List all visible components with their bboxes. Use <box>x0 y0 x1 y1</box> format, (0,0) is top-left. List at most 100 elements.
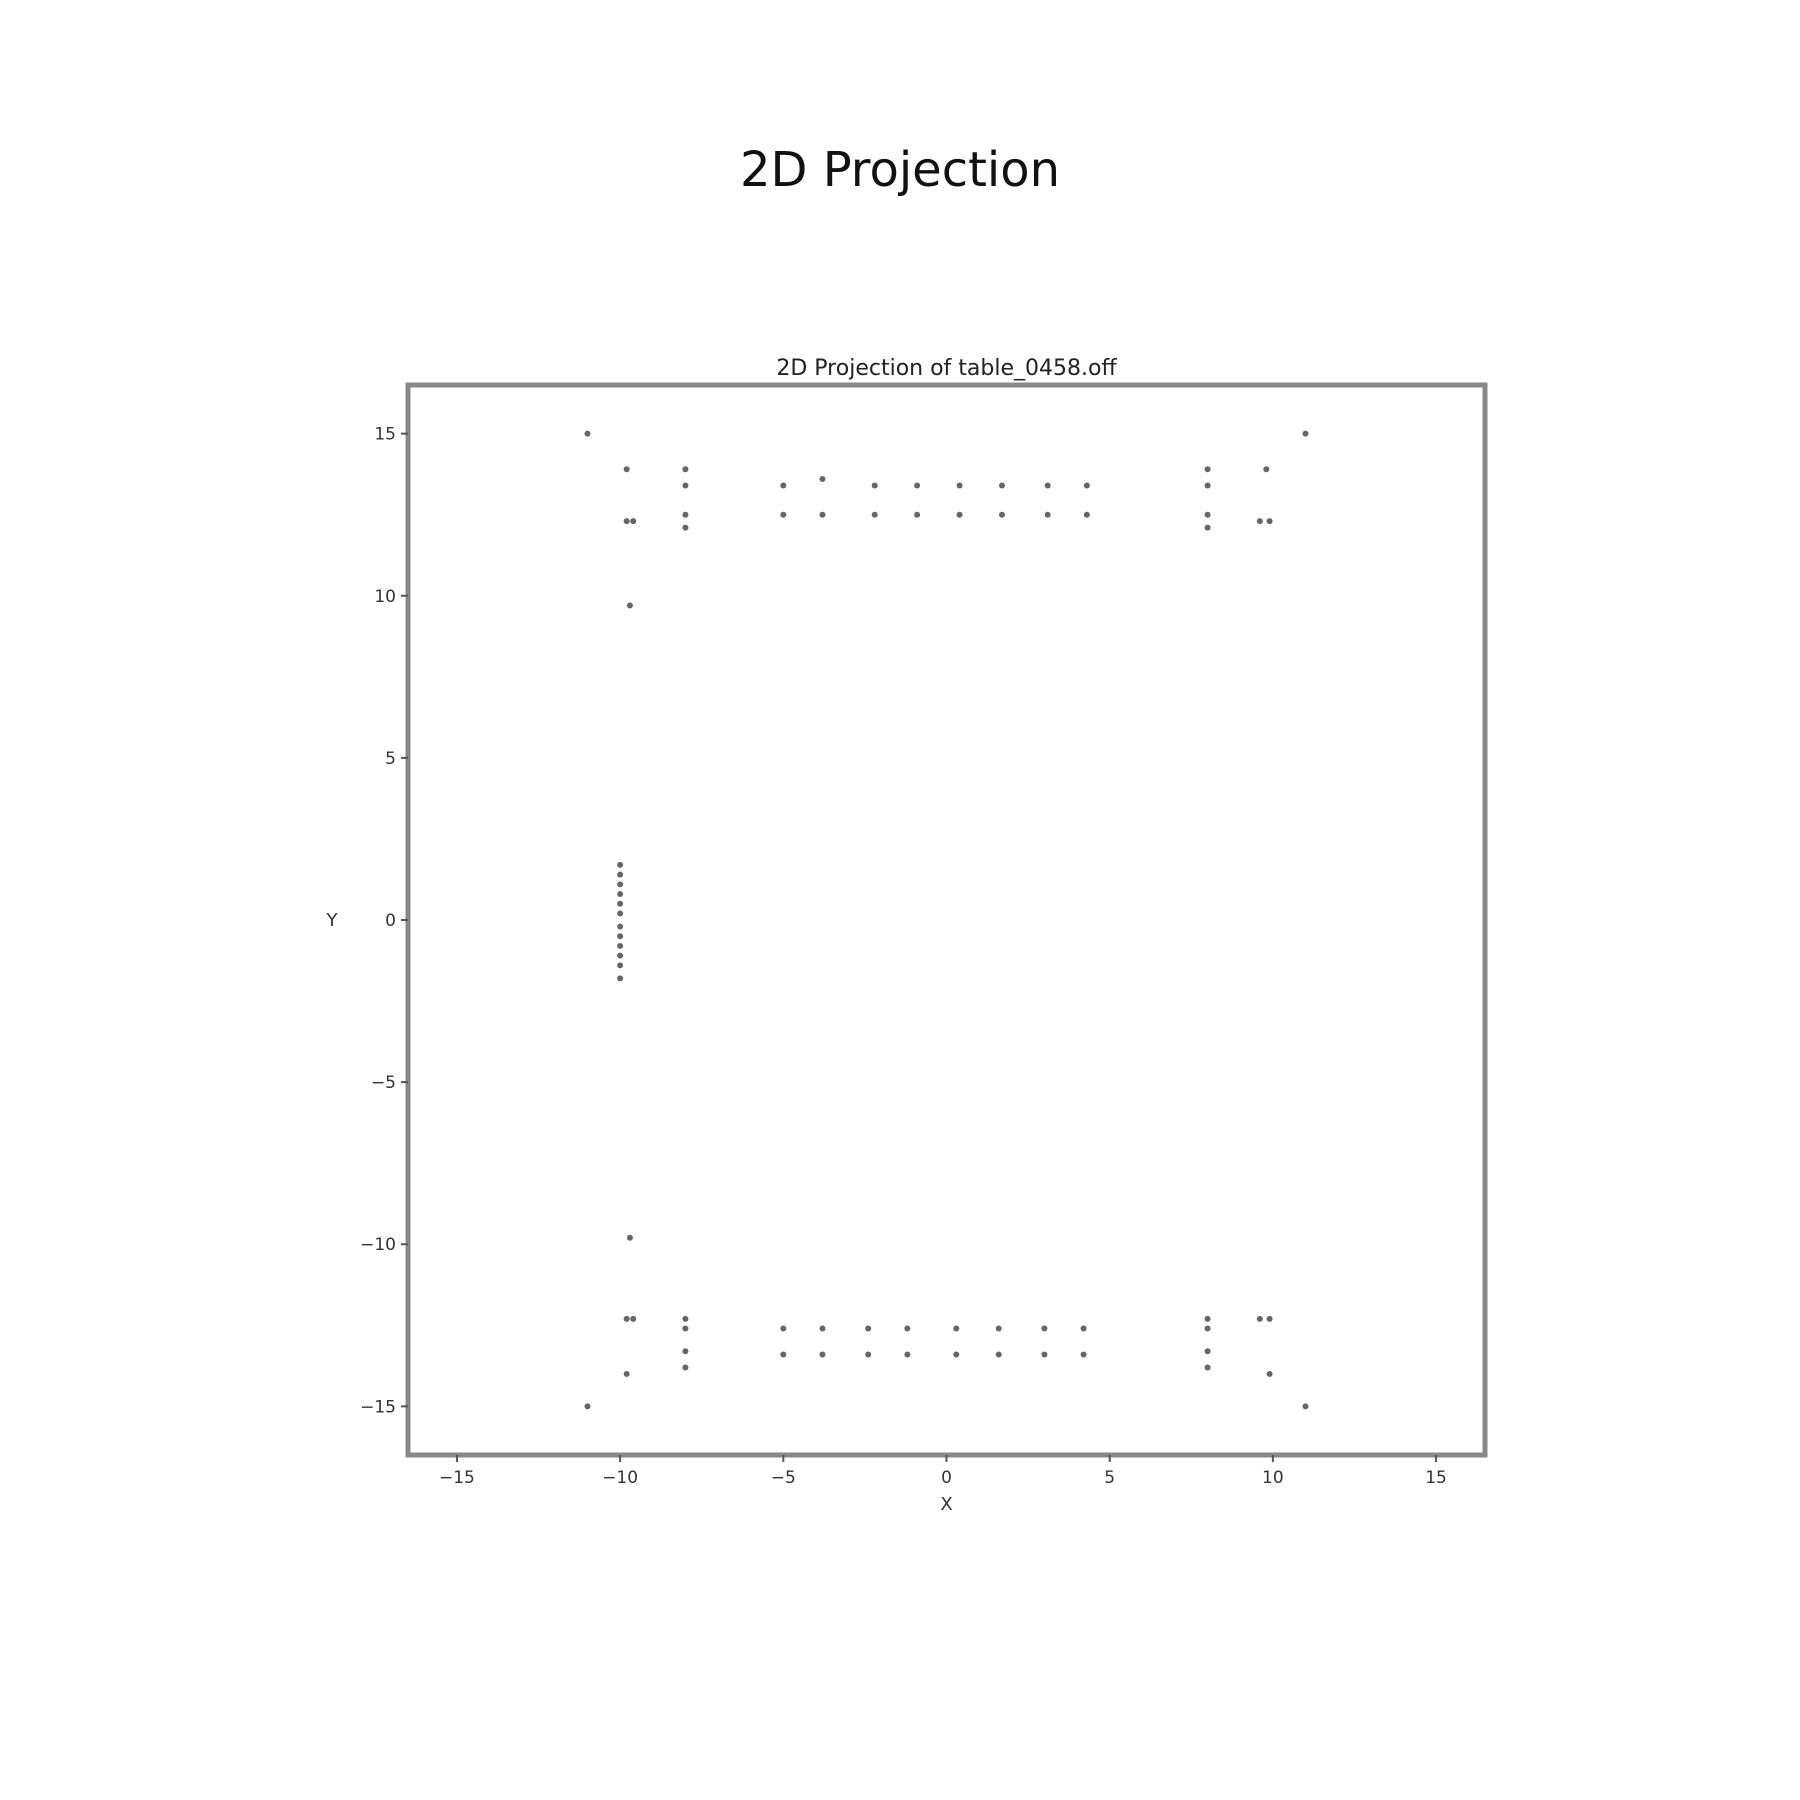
scatter-point <box>584 430 591 437</box>
scatter-point <box>617 861 624 868</box>
y-tick-label: 0 <box>385 911 396 931</box>
y-tick-label: 15 <box>374 425 396 445</box>
scatter-point <box>819 476 826 483</box>
scatter-point <box>623 1370 630 1377</box>
scatter-point <box>1266 1370 1273 1377</box>
x-tick-label: 0 <box>941 1468 952 1488</box>
scatter-point <box>1204 466 1211 473</box>
scatter-point <box>617 933 624 940</box>
scatter-point <box>1080 1325 1087 1332</box>
scatter-point <box>1041 1325 1048 1332</box>
scatter-point <box>617 910 624 917</box>
scatter-point <box>780 511 787 518</box>
scatter-point <box>617 952 624 959</box>
scatter-point <box>904 1351 911 1358</box>
scatter-point <box>1204 1364 1211 1371</box>
scatter-point <box>956 511 963 518</box>
scatter-point <box>584 1403 591 1410</box>
scatter-point <box>617 871 624 878</box>
scatter-point <box>995 1325 1002 1332</box>
scatter-point <box>953 1351 960 1358</box>
y-tick-label: 5 <box>385 749 396 769</box>
scatter-point <box>1083 482 1090 489</box>
scatter-point <box>865 1351 872 1358</box>
scatter-point <box>1302 430 1309 437</box>
x-axis-label: X <box>940 1494 952 1515</box>
scatter-point <box>871 482 878 489</box>
scatter-point <box>1204 1348 1211 1355</box>
scatter-point <box>617 942 624 949</box>
scatter-point <box>617 975 624 982</box>
scatter-point <box>780 1351 787 1358</box>
scatter-point <box>1204 482 1211 489</box>
scatter-point <box>617 900 624 907</box>
scatter-point <box>626 1234 633 1241</box>
scatter-point <box>1256 1315 1263 1322</box>
scatter-point <box>1044 482 1051 489</box>
scatter-point <box>623 518 630 525</box>
scatter-point <box>998 511 1005 518</box>
scatter-point <box>1204 511 1211 518</box>
scatter-point <box>682 1325 689 1332</box>
plot-title: 2D Projection of table_0458.off <box>776 356 1117 381</box>
scatter-point <box>682 511 689 518</box>
scatter-point <box>630 1315 637 1322</box>
scatter-point <box>617 962 624 969</box>
scatter-point <box>1302 1403 1309 1410</box>
scatter-point <box>1044 511 1051 518</box>
scatter-point <box>1083 511 1090 518</box>
y-tick-label: −5 <box>371 1073 396 1093</box>
figure-title: 2D Projection <box>739 142 1061 198</box>
scatter-point <box>617 891 624 898</box>
scatter-point <box>780 1325 787 1332</box>
scatter-point <box>1204 1315 1211 1322</box>
scatter-point <box>626 602 633 609</box>
scatter-point <box>682 1348 689 1355</box>
x-tick-label: 15 <box>1425 1468 1447 1488</box>
scatter-point <box>1266 1315 1273 1322</box>
y-axis: −15 −10 −5 0 5 10 15 <box>360 425 408 1417</box>
x-axis: −15 −10 −5 0 5 10 15 <box>439 1455 1447 1488</box>
y-tick-label: −10 <box>360 1235 396 1255</box>
scatter-point <box>682 1315 689 1322</box>
y-tick-label: 10 <box>374 587 396 607</box>
scatter-point <box>914 511 921 518</box>
x-tick-label: 5 <box>1104 1468 1115 1488</box>
scatter-point <box>682 1364 689 1371</box>
y-axis-label: Y <box>326 910 339 931</box>
scatter-point <box>953 1325 960 1332</box>
scatter-point <box>1204 524 1211 531</box>
scatter-point <box>682 524 689 531</box>
scatter-point <box>1266 518 1273 525</box>
scatter-point <box>682 466 689 473</box>
scatter-point <box>998 482 1005 489</box>
scatter-point <box>617 881 624 888</box>
scatter-point <box>819 1325 826 1332</box>
scatter-point <box>865 1325 872 1332</box>
scatter-point <box>1080 1351 1087 1358</box>
scatter-point <box>914 482 921 489</box>
scatter-point <box>630 518 637 525</box>
scatter-point <box>623 466 630 473</box>
scatter-point <box>780 482 787 489</box>
scatter-points <box>584 430 1309 1410</box>
scatter-point <box>1041 1351 1048 1358</box>
scatter-point <box>956 482 963 489</box>
x-tick-label: −15 <box>439 1468 475 1488</box>
scatter-point <box>995 1351 1002 1358</box>
scatter-point <box>819 511 826 518</box>
scatter-point <box>1204 1325 1211 1332</box>
scatter-point <box>904 1325 911 1332</box>
scatter-point <box>871 511 878 518</box>
plot-frame <box>405 382 1488 1458</box>
scatter-point <box>682 482 689 489</box>
scatter-point <box>819 1351 826 1358</box>
scatter-point <box>1263 466 1270 473</box>
scatter-point <box>617 923 624 930</box>
x-tick-label: −5 <box>771 1468 796 1488</box>
x-tick-label: 10 <box>1262 1468 1284 1488</box>
x-tick-label: −10 <box>602 1468 638 1488</box>
y-tick-label: −15 <box>360 1397 396 1417</box>
scatter-point <box>623 1315 630 1322</box>
